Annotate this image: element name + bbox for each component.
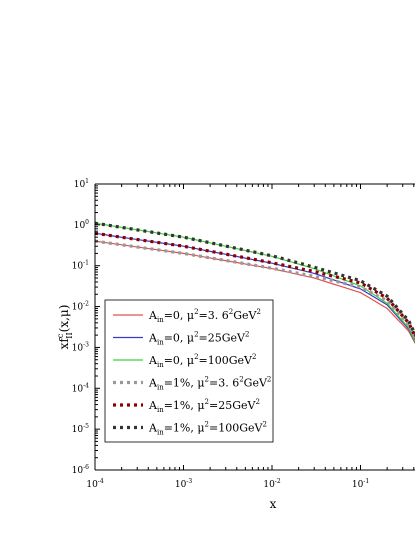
legend-label-part: =25GeV: [199, 332, 247, 345]
legend-label-part: =0, μ: [164, 332, 194, 345]
x-axis-title: x: [270, 497, 277, 511]
legend-label-part: =3. 6: [199, 309, 229, 322]
legend-label-1: Ain=0, μ2=3. 62GeV2: [148, 308, 261, 324]
legend-label-4: Ain=1%, μ2=3. 62GeV2: [148, 376, 271, 392]
x-tick-label-exp: -3: [186, 478, 192, 485]
y-tick-label-base: 10: [74, 180, 86, 190]
legend-label-2: Ain=0, μ2=25GeV2: [148, 331, 249, 347]
legend-label-part: 2: [262, 421, 266, 429]
x-tick-label: 10-2: [263, 478, 280, 490]
x-tick-label-base: 10: [175, 480, 187, 490]
y-tick-label-base: 10: [72, 384, 84, 394]
x-tick-label: 10-1: [352, 478, 369, 490]
legend-label-part: 2: [205, 398, 209, 406]
y-tick-label-exp: 0: [85, 219, 89, 226]
legend-label-part: in: [157, 406, 164, 414]
y-tick-label: 10-2: [72, 301, 89, 313]
legend-label-part: 2: [205, 376, 209, 384]
legend-label-part: GeV: [244, 377, 268, 390]
axes-layer: 10-4 10-3 10-2 10-110110010-110-210-310-410…: [72, 178, 415, 490]
y-tick-label-exp: -5: [83, 423, 89, 430]
legend-label-3: Ain=0, μ2=100GeV2: [148, 353, 256, 369]
legend-label-part: =1%, μ: [164, 399, 205, 412]
y-axis-title-sup: c: [56, 333, 65, 338]
y-tick-label-exp: 1: [85, 178, 89, 185]
y-tick-label-exp: -2: [83, 301, 89, 308]
legend-label-part: 2: [256, 308, 260, 316]
legend-label-6: Ain=1%, μ2=100GeV2: [148, 421, 267, 437]
series-line-4: [95, 239, 415, 343]
y-axis-title-sub: II: [65, 332, 74, 338]
x-tick-label-exp: -2: [275, 478, 281, 485]
legend-label-part: =0, μ: [164, 309, 194, 322]
y-tick-label-base: 10: [72, 303, 84, 313]
plot-area: 10-4 10-3 10-2 10-110110010-110-210-310-410…: [72, 178, 415, 490]
legend-label-part: =3. 6: [209, 377, 239, 390]
y-tick-label-exp: -4: [83, 382, 89, 389]
x-tick-label: 10-3: [175, 478, 192, 490]
x-tick-label: 10-4: [86, 478, 103, 490]
legend-label-part: =100GeV: [209, 422, 264, 435]
legend-label-part: =100GeV: [199, 354, 254, 367]
series-line-6: [95, 221, 415, 338]
legend-label-part: =1%, μ: [164, 422, 205, 435]
legend-label-part: =1%, μ: [164, 377, 205, 390]
legend-label-part: 2: [194, 353, 198, 361]
legend-label-part: 2: [252, 353, 256, 361]
legend-label-part: 2: [267, 376, 271, 384]
y-axis-title-args: (x,μ): [57, 305, 71, 333]
x-tick-label-base: 10: [263, 480, 275, 490]
legend-label-part: GeV: [233, 309, 257, 322]
y-tick-label-exp: -6: [83, 464, 89, 471]
y-axis-title-base: xf: [57, 337, 71, 350]
legend-label-part: A: [148, 422, 158, 435]
legend-label-part: 2: [255, 398, 259, 406]
x-tick-label-exp: -1: [363, 478, 369, 485]
legend-label-part: 2: [239, 376, 243, 384]
legend-label-part: =0, μ: [164, 354, 194, 367]
y-tick-label: 10-4: [72, 382, 89, 394]
legend-label-5: Ain=1%, μ2=25GeV2: [148, 398, 260, 414]
legend-label-part: in: [157, 384, 164, 392]
y-tick-label-base: 10: [74, 221, 86, 231]
x-tick-label-base: 10: [352, 480, 364, 490]
x-tick-label-base: 10: [86, 480, 98, 490]
y-tick-label-exp: -1: [83, 260, 89, 267]
legend-label-part: A: [148, 309, 158, 322]
legend-label-part: in: [157, 316, 164, 324]
series-line-5: [95, 231, 415, 340]
y-tick-label-base: 10: [72, 425, 84, 435]
x-tick-label-exp: -4: [98, 478, 104, 485]
legend-label-part: 2: [205, 421, 209, 429]
legend-label-part: in: [157, 339, 164, 347]
legend-label-part: 2: [194, 308, 198, 316]
legend-label-part: A: [148, 377, 158, 390]
legend-label-part: 2: [245, 331, 249, 339]
y-tick-label: 10-3: [72, 341, 89, 353]
legend-label-part: in: [157, 361, 164, 369]
y-tick-label-base: 10: [72, 343, 84, 353]
y-tick-label-base: 10: [72, 262, 84, 272]
legend-label-part: A: [148, 332, 158, 345]
y-axis-title: xfcII(x,μ): [56, 305, 74, 350]
y-tick-label: 100: [74, 219, 89, 231]
y-tick-label-base: 10: [72, 466, 84, 476]
y-tick-label: 10-5: [72, 423, 89, 435]
y-tick-label: 101: [74, 178, 89, 190]
series-layer: [95, 221, 415, 345]
legend-label-part: A: [148, 399, 158, 412]
legend-label-part: 2: [194, 331, 198, 339]
legend-label-part: =25GeV: [209, 399, 257, 412]
y-tick-label: 10-6: [72, 464, 89, 476]
legend-label-part: A: [148, 354, 158, 367]
legend-label-part: in: [157, 429, 164, 437]
series-line-1: [95, 240, 415, 345]
y-tick-label-exp: -3: [83, 341, 89, 348]
legend-label-part: 2: [229, 308, 233, 316]
y-tick-label: 10-1: [72, 260, 89, 272]
legend-box: [104, 299, 274, 443]
